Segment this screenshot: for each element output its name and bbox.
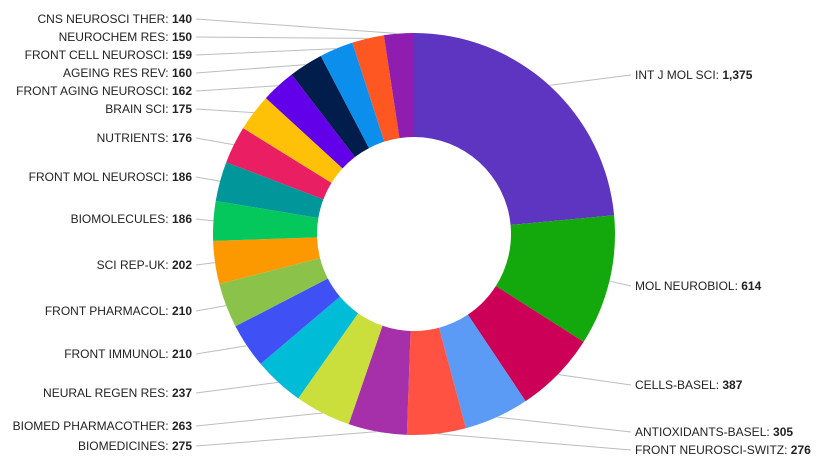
label-biomolecules: BIOMOLECULES: 186 (71, 212, 193, 226)
leader-line-mol-neurobiol (609, 280, 632, 287)
leader-line-nutrients (195, 137, 234, 146)
leader-line-cells-basel (557, 374, 632, 386)
leader-line-front-mol-neurosci (195, 176, 221, 182)
label-front-pharmacol: FRONT PHARMACOL: 210 (45, 304, 192, 318)
slice-front-mol-neurosci (215, 162, 324, 219)
leader-line-sci-rep-uk (195, 262, 216, 266)
leader-line-brain-sci (195, 108, 254, 114)
slice-biomolecules (213, 200, 319, 241)
label-cells-basel: CELLS-BASEL: 387 (635, 378, 743, 392)
label-mol-neurobiol: MOL NEUROBIOL: 614 (635, 279, 762, 293)
label-neurochem-res: NEUROCHEM RES: 150 (59, 30, 193, 44)
leader-line-biomedicines (195, 431, 378, 447)
leader-line-antioxidants-basel (496, 416, 632, 433)
leader-line-front-pharmacol (195, 305, 227, 312)
slice-neural-regen-res (260, 296, 359, 399)
label-nutrients: NUTRIENTS: 176 (97, 131, 193, 145)
slice-neurochem-res (352, 35, 400, 142)
label-biomedicines: BIOMEDICINES: 275 (78, 439, 192, 453)
label-sci-rep-uk: SCI REP-UK: 202 (97, 258, 193, 272)
label-front-immunol: FRONT IMMUNOL: 210 (64, 347, 192, 361)
leader-line-cns-neurosci-ther (195, 18, 399, 35)
slice-front-pharmacol (219, 258, 328, 327)
labels-group: INT J MOL SCI: 1,375 MOL NEUROBIOL: 614 CE… (13, 12, 812, 457)
label-front-aging-neurosci: FRONT AGING NEUROSCI: 162 (16, 84, 192, 98)
slices-group (213, 33, 615, 435)
label-int-j-mol-sci: INT J MOL SCI: 1,375 (635, 68, 753, 82)
leader-line-front-cell-neurosci (195, 48, 337, 56)
label-front-mol-neurosci: FRONT MOL NEUROSCI: 186 (29, 170, 193, 184)
label-neural-regen-res: NEURAL REGEN RES: 237 (43, 386, 192, 400)
slice-int-j-mol-sci (414, 33, 615, 225)
slice-antioxidants-basel (439, 314, 526, 429)
label-cns-neurosci-ther: CNS NEUROSCI THER: 140 (38, 12, 193, 26)
slice-cns-neurosci-ther (383, 33, 414, 139)
label-biomed-pharmacother: BIOMED PHARMACOTHER: 263 (13, 419, 193, 433)
label-ageing-res-rev: AGEING RES REV: 160 (63, 66, 192, 80)
label-brain-sci: BRAIN SCI: 175 (105, 102, 192, 116)
slice-nutrients (226, 128, 332, 200)
leader-line-ageing-res-rev (195, 64, 306, 74)
label-antioxidants-basel: ANTIOXIDANTS-BASEL: 305 (635, 425, 793, 439)
slice-mol-neurobiol (495, 215, 615, 342)
slice-front-cell-neurosci (320, 42, 385, 149)
leader-line-neural-regen-res (195, 381, 279, 394)
slice-biomed-pharmacother (298, 313, 383, 425)
leader-line-front-immunol (195, 345, 248, 355)
slice-ageing-res-rev (291, 55, 369, 158)
slice-front-neurosci-switz (406, 327, 466, 435)
leader-line-front-aging-neurosci (195, 85, 279, 92)
label-front-cell-neurosci: FRONT CELL NEUROSCI: 159 (25, 48, 193, 62)
slice-front-aging-neurosci (265, 74, 355, 169)
label-front-neurosci-switz: FRONT NEUROSCI-SWITZ: 276 (635, 443, 811, 457)
slice-cells-basel (467, 286, 584, 402)
leader-line-neurochem-res (195, 36, 368, 39)
slice-biomedicines (348, 325, 411, 435)
leader-line-biomed-pharmacother (195, 412, 323, 427)
slice-front-immunol (235, 278, 340, 364)
slice-sci-rep-uk (213, 237, 321, 285)
leader-line-front-neurosci-switz (436, 433, 632, 451)
slice-brain-sci (243, 98, 343, 183)
leader-line-biomolecules (195, 218, 214, 222)
leader-lines-group (195, 18, 632, 451)
leader-line-int-j-mol-sci (549, 74, 632, 86)
